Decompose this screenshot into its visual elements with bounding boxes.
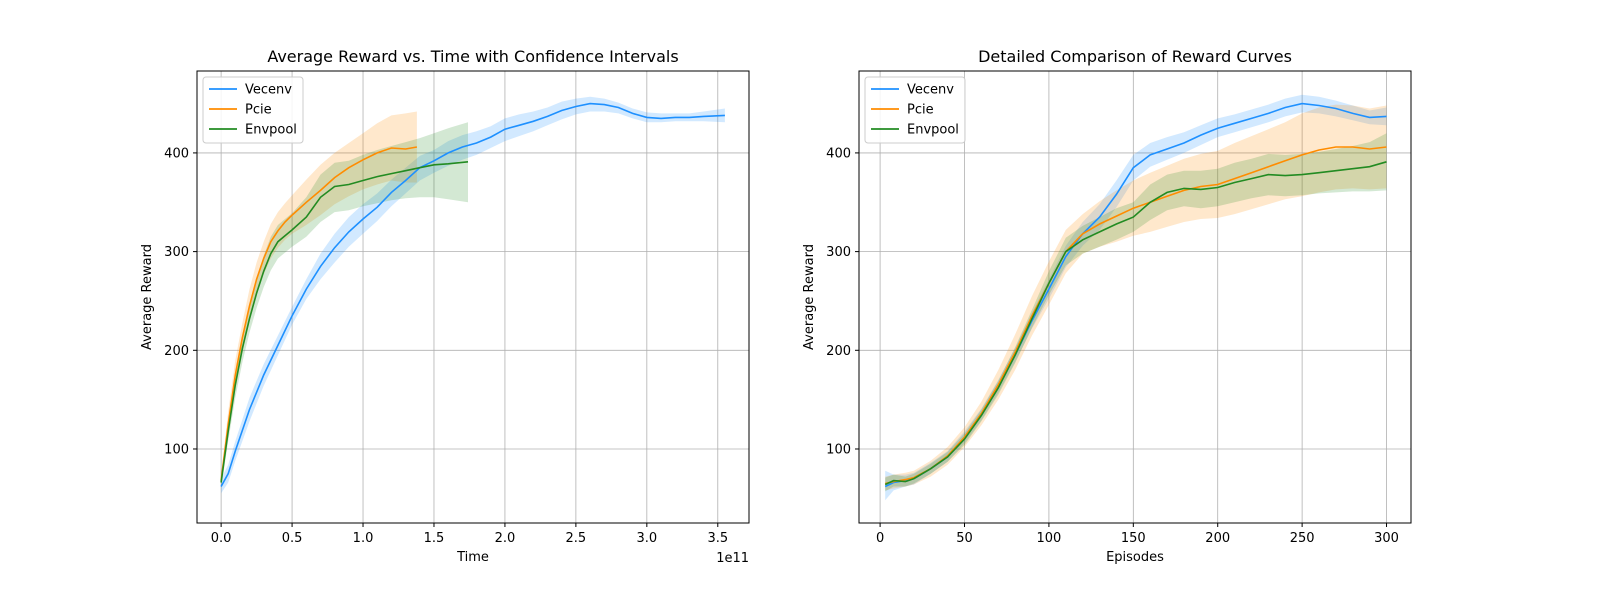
x-tick-label: 0 — [876, 531, 884, 546]
legend-entry-envpool: Envpool — [245, 123, 297, 138]
chart-title: Detailed Comparison of Reward Curves — [978, 47, 1292, 66]
y-tick-label: 400 — [826, 146, 851, 161]
confidence-band-pcie — [885, 104, 1387, 491]
series-line-vecenv — [220, 102, 725, 487]
x-axis-label: Time — [456, 550, 489, 565]
grid — [197, 71, 749, 523]
confidence-band-vecenv — [885, 94, 1387, 501]
y-tick-label: 100 — [164, 442, 189, 457]
y-tick-label: 400 — [164, 146, 189, 161]
confidence-band-vecenv — [221, 96, 725, 494]
x-tick-label: 3.0 — [636, 531, 657, 546]
y-tick-label: 300 — [826, 245, 851, 260]
y-tick-label: 100 — [826, 442, 851, 457]
chart-panel-1: 0.0 0.5 1.0 1.5 2.0 2.5 3.0 3.5 100 200 300 400 1e11… — [140, 47, 750, 566]
legend-entry-envpool: Envpool — [907, 123, 959, 138]
confidence-band-envpool — [221, 122, 468, 489]
x-tick-label: 1.0 — [353, 531, 374, 546]
confidence-band-envpool — [885, 133, 1387, 492]
x-tick-label: 2.5 — [566, 531, 587, 546]
y-tick-label: 200 — [164, 344, 189, 359]
x-tick-label: 3.5 — [707, 531, 728, 546]
legend-box — [202, 76, 304, 144]
x-tick-label: 0.0 — [211, 531, 232, 546]
x-tick-label: 2.0 — [495, 531, 516, 546]
series-line-pcie — [220, 146, 418, 481]
series-line-envpool — [884, 161, 1387, 486]
x-axis-label: Episodes — [1106, 550, 1164, 565]
x-tick-label: 100 — [1036, 531, 1061, 546]
y-tick-label: 300 — [164, 245, 189, 260]
x-tick-label: 200 — [1205, 531, 1230, 546]
chart-title: Average Reward vs. Time with Confidence … — [267, 47, 678, 66]
x-tick-label: 1.5 — [424, 531, 445, 546]
legend-box — [864, 76, 966, 144]
x-tick-label: 250 — [1290, 531, 1315, 546]
legend-entry-vecenv: Vecenv — [245, 83, 292, 98]
legend-entry-pcie: Pcie — [907, 103, 934, 118]
legend-entry-pcie: Pcie — [245, 103, 272, 118]
axes-frame — [858, 70, 1412, 524]
legend-entry-vecenv: Vecenv — [907, 83, 954, 98]
legend: Vecenv Pcie Envpool — [864, 76, 966, 144]
chart-panel-2: 0 50 100 150 200 250 300 100 200 300 400 Detailed C… — [802, 47, 1412, 565]
x-tick-label: 300 — [1374, 531, 1399, 546]
series-line-pcie — [885, 146, 1387, 485]
x-tick-label: 50 — [956, 531, 973, 546]
y-axis-label: Average Reward — [802, 244, 817, 350]
x-tick-label: 0.5 — [282, 531, 303, 546]
legend: Vecenv Pcie Envpool — [202, 76, 304, 144]
x-tick-label: 150 — [1121, 531, 1146, 546]
axes-frame — [196, 70, 750, 524]
y-tick-label: 200 — [826, 344, 851, 359]
x-offset-text: 1e11 — [716, 551, 749, 566]
y-axis-label: Average Reward — [140, 244, 155, 350]
series-line-envpool — [220, 161, 469, 483]
plot-area — [884, 94, 1387, 501]
grid — [859, 71, 1411, 523]
plot-area — [220, 96, 725, 494]
